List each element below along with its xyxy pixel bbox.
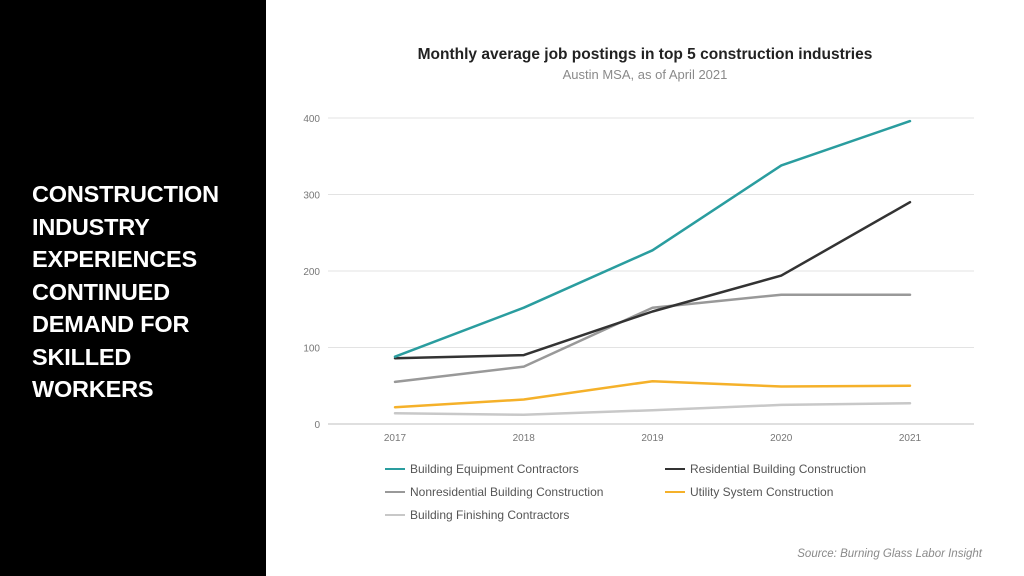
line-chart: 0 100 200 300 400 2017 2018 2019 2020 2021 [303,114,974,444]
source-note: Source: Burning Glass Labor Insight [797,548,982,560]
left-panel: CONSTRUCTION INDUSTRY EXPERIENCES CONTIN… [0,0,266,576]
headline-line: INDUSTRY [32,213,150,240]
series-line [393,402,912,417]
headline-line: EXPERIENCES [32,246,197,272]
legend-item: Building Finishing Contractors [385,508,569,522]
headline-line: WORKERS [32,376,154,402]
y-tick-label: 100 [303,344,320,355]
headline: CONSTRUCTION INDUSTRY EXPERIENCES CONTIN… [32,178,257,406]
chart-title: Monthly average job postings in top 5 co… [417,46,873,63]
x-tick-label: 2019 [641,433,664,444]
y-tick-label: 400 [303,114,320,125]
series-line [393,119,912,358]
legend-item: Nonresidential Building Construction [385,485,603,499]
legend-swatch [385,491,405,493]
series-line [393,379,912,409]
series-line [393,200,912,360]
legend-item: Building Equipment Contractors [385,462,579,476]
headline-line: CONTINUED [32,278,170,305]
headline-line: SKILLED [32,343,132,370]
legend-swatch [665,491,685,493]
y-tick-label: 300 [303,191,320,202]
x-tick-label: 2021 [899,433,922,444]
legend-item: Residential Building Construction [665,462,866,476]
series-line [393,293,912,384]
y-tick-label: 200 [303,267,320,278]
legend-swatch [665,468,685,470]
headline-line: CONSTRUCTION [32,181,219,207]
legend-label: Utility System Construction [690,485,834,499]
y-tick-label: 0 [314,420,320,431]
legend-label: Residential Building Construction [690,462,867,476]
chart-subtitle: Austin MSA, as of April 2021 [562,67,728,82]
legend-swatch [385,514,405,516]
legend-swatch [385,468,405,470]
x-tick-label: 2017 [384,433,407,444]
legend-label: Nonresidential Building Construction [410,485,604,499]
legend-label: Building Finishing Contractors [410,508,570,522]
legend-label: Building Equipment Contractors [410,462,579,476]
legend-item: Utility System Construction [665,485,833,499]
x-tick-label: 2020 [770,433,793,444]
x-tick-label: 2018 [513,433,536,444]
headline-line: DEMAND FOR [32,311,190,337]
